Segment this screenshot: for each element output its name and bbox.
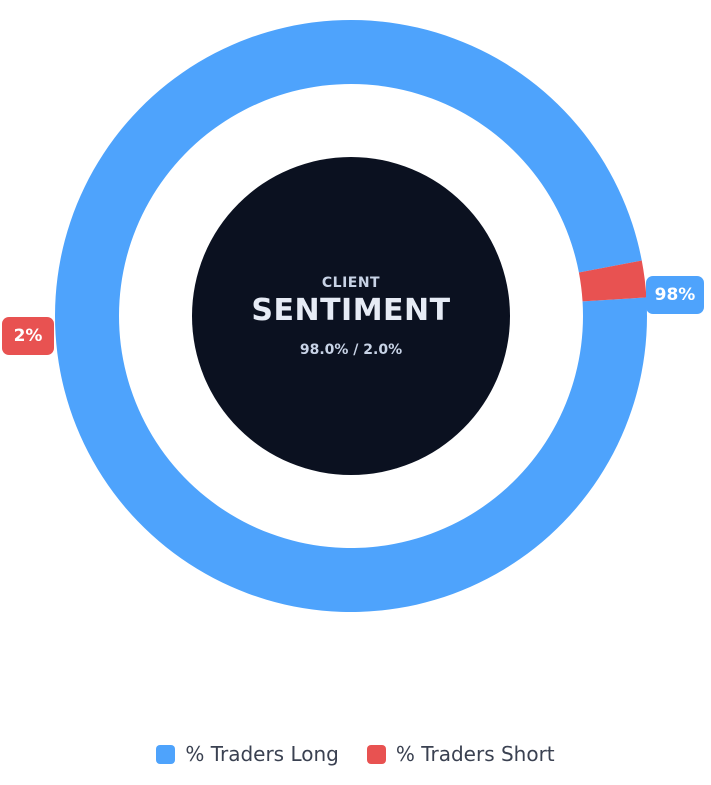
legend-item-short[interactable]: % Traders Short (366, 742, 555, 766)
legend-item-long[interactable]: % Traders Long (156, 742, 339, 766)
legend: % Traders Long % Traders Short (0, 742, 711, 766)
center-disc (192, 157, 510, 475)
legend-label-short: % Traders Short (395, 742, 555, 766)
legend-swatch-short (366, 744, 386, 764)
data-label-long: 98% (646, 276, 704, 314)
donut-slices (54, 19, 647, 612)
legend-label-long: % Traders Long (185, 742, 339, 766)
slice-traders-short[interactable] (578, 260, 647, 302)
legend-swatch-long (156, 744, 176, 764)
data-label-short: 2% (2, 317, 54, 355)
